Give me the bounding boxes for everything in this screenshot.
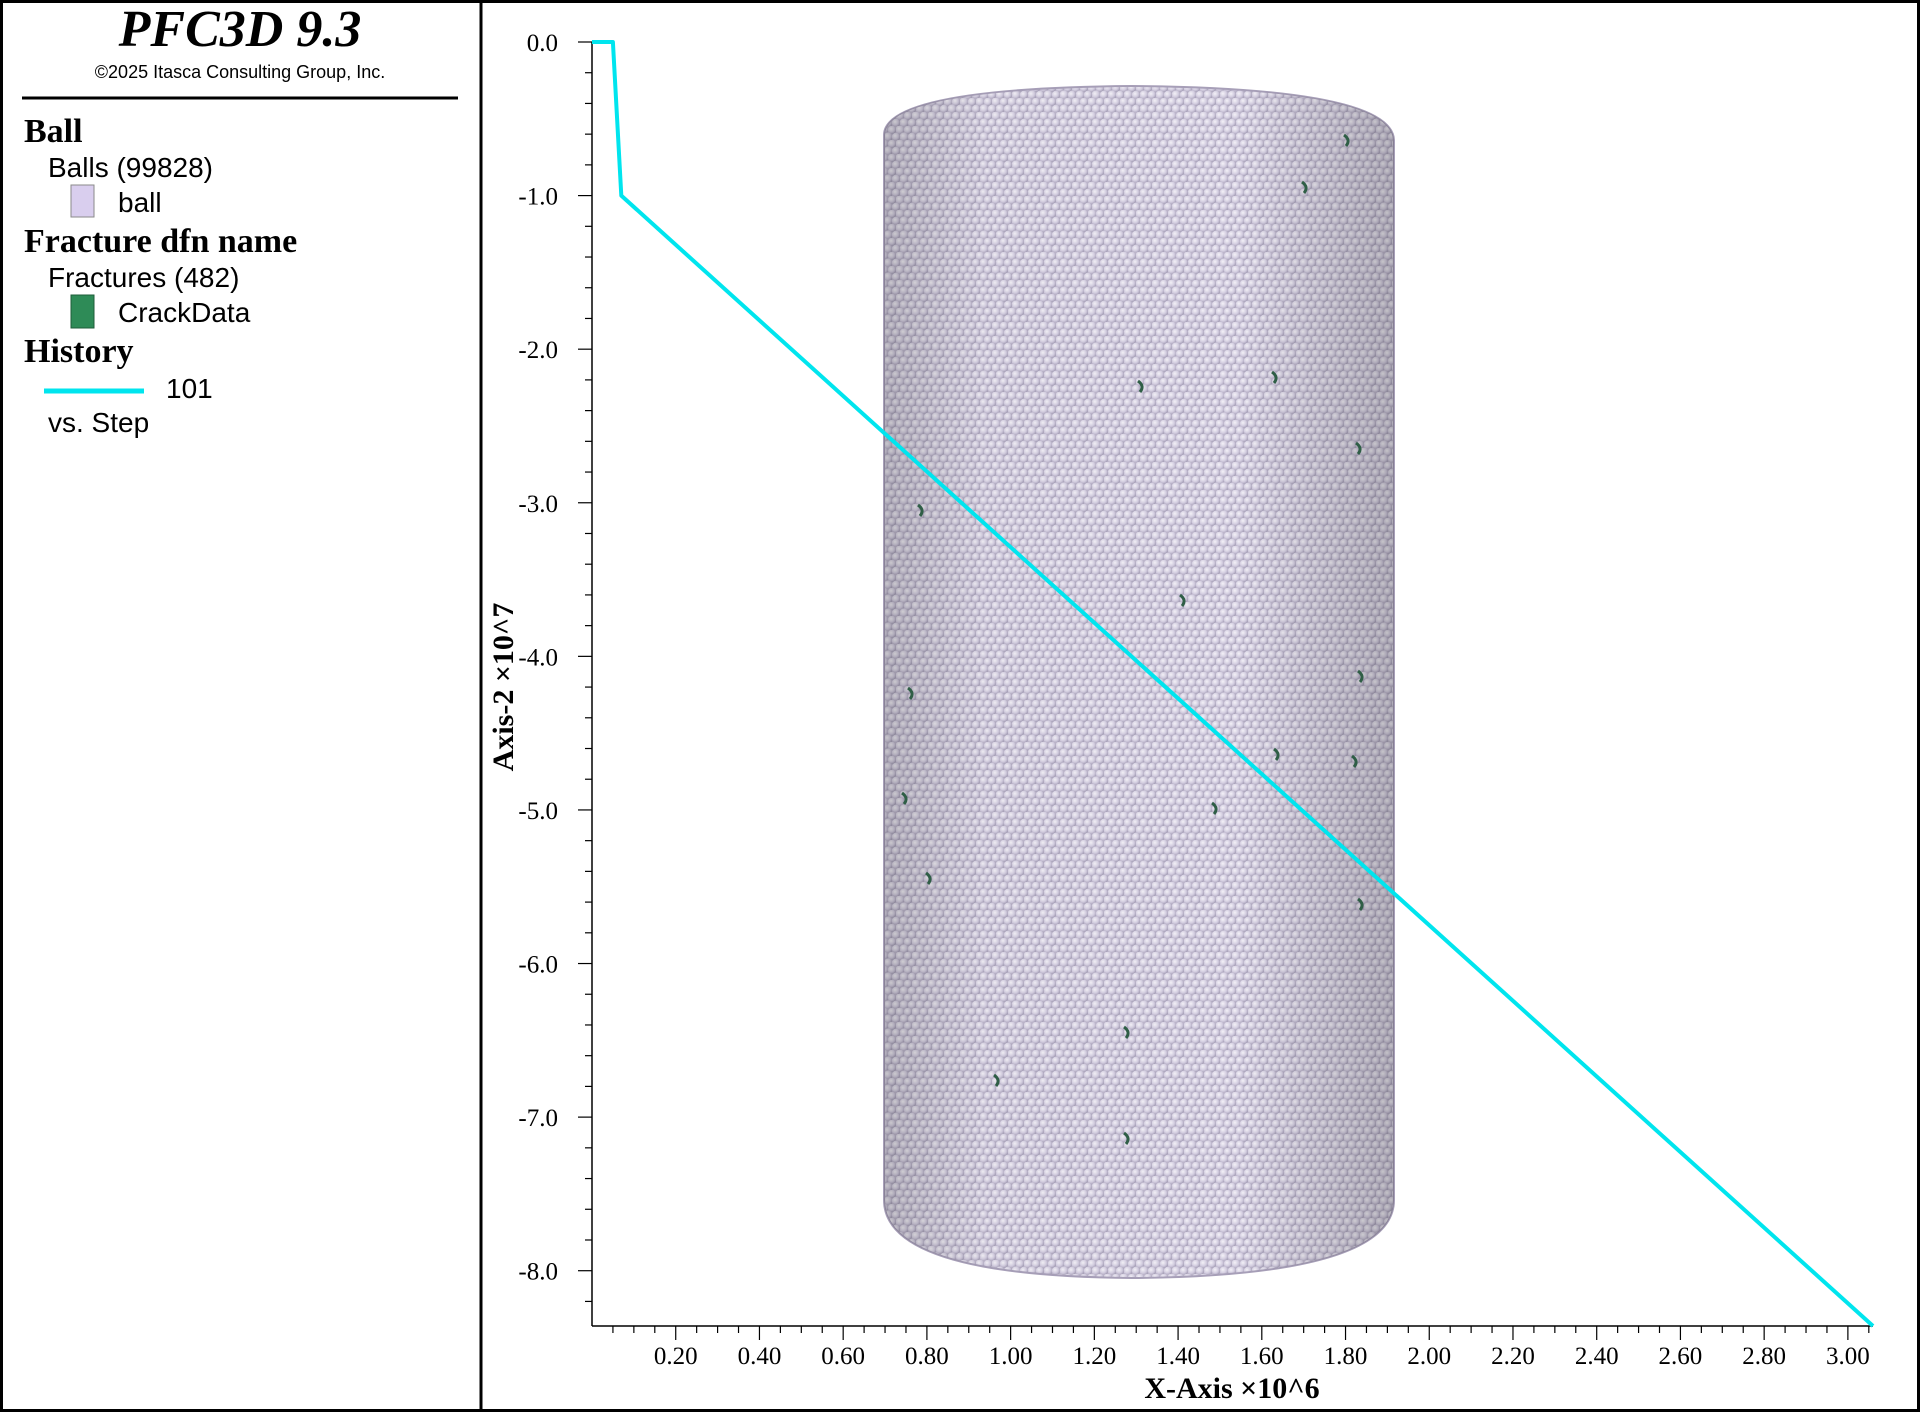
- crack-marker: [1357, 897, 1364, 911]
- x-tick-label: 0.60: [821, 1343, 865, 1370]
- fracture-item-label: CrackData: [118, 297, 251, 328]
- history-item-label: 101: [166, 373, 213, 404]
- y-tick-label: -8.0: [518, 1259, 558, 1286]
- x-tick-label: 0.20: [654, 1343, 698, 1370]
- x-tick-label: 1.00: [989, 1343, 1033, 1370]
- fracture-swatch: [70, 294, 95, 329]
- y-tick-label: -4.0: [518, 644, 558, 671]
- x-tick-label: 2.60: [1659, 1343, 1703, 1370]
- crack-marker: [1301, 180, 1308, 194]
- ball-swatch: [70, 184, 95, 218]
- copyright-text: ©2025 Itasca Consulting Group, Inc.: [95, 62, 385, 82]
- x-tick-label: 0.40: [738, 1343, 782, 1370]
- x-axis-title: X-Axis ×10^6: [1144, 1372, 1319, 1405]
- x-tick-label: 3.00: [1826, 1343, 1870, 1370]
- crack-marker: [1271, 370, 1278, 384]
- crack-marker: [1355, 441, 1362, 455]
- x-tick-label: 2.40: [1575, 1343, 1619, 1370]
- crack-marker: [1273, 747, 1280, 761]
- crack-marker: [1179, 593, 1186, 607]
- ball-group-label: Balls (99828): [48, 152, 213, 183]
- y-axis-title: Axis-2 ×10^7: [487, 603, 520, 772]
- x-tick-label: 2.80: [1742, 1343, 1786, 1370]
- y-tick-label: -2.0: [518, 337, 558, 364]
- y-tick-label: 0.0: [527, 30, 558, 57]
- y-tick-label: -6.0: [518, 952, 558, 979]
- crack-marker: [1351, 754, 1358, 768]
- plot-area: [592, 40, 1875, 1328]
- x-tick-label: 1.20: [1072, 1343, 1116, 1370]
- ball-specimen: [883, 84, 1395, 1280]
- crack-marker: [1123, 1131, 1130, 1145]
- history-series-101: [592, 40, 1875, 1328]
- crack-marker: [1211, 801, 1218, 815]
- y-axis: 0.0 -1.0 -2.0 -3.0 -4.0 -5.0 -6.0 -7.0 -8.0: [518, 30, 593, 1326]
- crack-marker: [907, 686, 914, 700]
- y-tick-label: -3.0: [518, 491, 558, 518]
- crack-marker: [1137, 379, 1144, 393]
- history-subtitle: vs. Step: [48, 407, 149, 438]
- y-tick-label: -7.0: [518, 1105, 558, 1132]
- y-tick-label: -1.0: [518, 184, 558, 211]
- x-tick-label: 2.00: [1407, 1343, 1451, 1370]
- app-title: PFC3D 9.3: [118, 1, 362, 58]
- crack-marker: [925, 871, 932, 885]
- crack-markers: [901, 133, 1364, 1145]
- fracture-group-label: Fractures (482): [48, 262, 239, 293]
- crack-marker: [917, 503, 924, 517]
- legend-panel: PFC3D 9.3 ©2025 Itasca Consulting Group,…: [22, 1, 458, 438]
- y-tick-label: -5.0: [518, 798, 558, 825]
- crack-marker: [993, 1073, 1000, 1087]
- x-tick-label: 1.40: [1156, 1343, 1200, 1370]
- history-heading: History: [24, 333, 134, 370]
- ball-item-label: ball: [118, 187, 162, 218]
- fracture-heading: Fracture dfn name: [24, 223, 297, 260]
- x-axis: 0.20 0.40 0.60 0.80 1.00 1.20 1.40 1.60 1.80 2.00…: [592, 1325, 1873, 1370]
- ball-heading: Ball: [24, 113, 83, 150]
- crack-marker: [1343, 133, 1350, 147]
- ball-cylinder-shading: [884, 86, 1394, 1278]
- crack-marker: [901, 791, 908, 805]
- crack-marker: [1123, 1025, 1130, 1039]
- x-tick-label: 0.80: [905, 1343, 949, 1370]
- x-tick-label: 2.20: [1491, 1343, 1535, 1370]
- x-tick-label: 1.80: [1324, 1343, 1368, 1370]
- crack-marker: [1357, 669, 1364, 683]
- x-tick-label: 1.60: [1240, 1343, 1284, 1370]
